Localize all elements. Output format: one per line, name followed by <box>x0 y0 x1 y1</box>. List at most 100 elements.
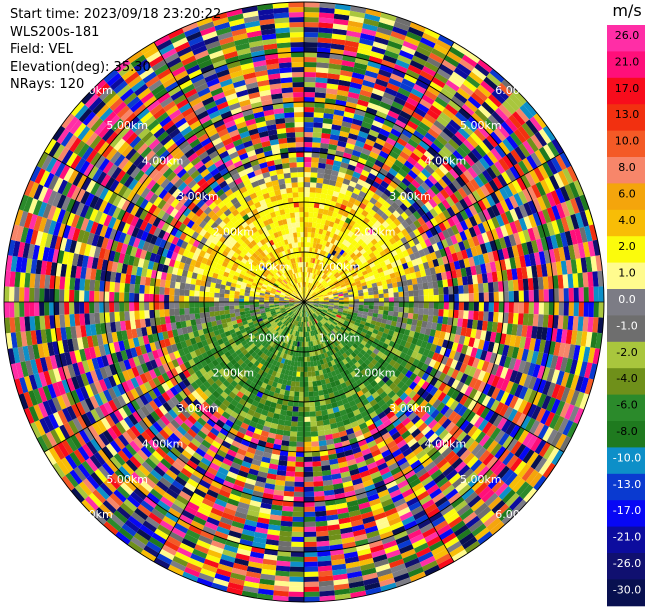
velocity-cell <box>406 97 419 108</box>
velocity-cell <box>345 168 355 176</box>
velocity-cell <box>384 159 394 168</box>
velocity-cell <box>417 171 428 182</box>
velocity-cell <box>363 18 380 27</box>
velocity-cell <box>313 122 323 128</box>
velocity-cell <box>311 278 315 284</box>
velocity-cell <box>315 223 321 229</box>
velocity-cell <box>327 210 334 217</box>
velocity-cell <box>356 178 366 187</box>
velocity-cell <box>326 258 332 265</box>
velocity-cell <box>424 61 439 73</box>
velocity-cell <box>389 150 400 160</box>
velocity-cell <box>333 186 342 193</box>
velocity-cell <box>310 283 314 289</box>
velocity-cell <box>374 188 384 197</box>
velocity-cell <box>324 269 330 275</box>
velocity-cell <box>318 260 323 266</box>
velocity-cell <box>330 174 338 182</box>
velocity-cell <box>406 156 418 166</box>
velocity-cell <box>451 71 466 84</box>
velocity-cell <box>327 265 333 271</box>
velocity-cell <box>328 242 334 249</box>
velocity-cell <box>326 189 334 196</box>
velocity-cell <box>444 55 460 68</box>
velocity-cell <box>310 257 314 263</box>
velocity-cell <box>335 235 342 242</box>
velocity-cell <box>304 177 311 183</box>
velocity-cell <box>393 159 404 169</box>
velocity-cell <box>332 263 338 269</box>
velocity-cell <box>338 192 346 200</box>
velocity-cell <box>374 220 382 228</box>
velocity-cell <box>352 187 361 196</box>
velocity-cell <box>313 274 317 280</box>
velocity-cell <box>318 265 323 271</box>
velocity-cell <box>325 230 331 237</box>
velocity-cell <box>306 292 309 298</box>
velocity-cell <box>447 138 460 150</box>
velocity-cell <box>423 113 437 124</box>
velocity-cell <box>308 207 314 213</box>
velocity-cell <box>350 154 360 162</box>
velocity-cell <box>314 274 318 280</box>
velocity-cell <box>322 123 333 130</box>
velocity-cell <box>338 230 344 237</box>
velocity-cell <box>326 270 331 276</box>
velocity-cell <box>477 59 493 73</box>
velocity-cell <box>384 87 398 97</box>
velocity-cell <box>307 282 311 288</box>
velocity-cell <box>309 197 315 203</box>
velocity-cell <box>306 272 309 278</box>
velocity-cell <box>309 289 314 295</box>
velocity-cell <box>359 152 370 161</box>
velocity-cell <box>338 79 351 87</box>
velocity-cell <box>404 186 414 196</box>
velocity-cell <box>331 211 338 218</box>
velocity-cell <box>322 261 327 268</box>
velocity-cell <box>347 20 364 29</box>
velocity-cell <box>322 240 328 246</box>
velocity-cell <box>480 80 495 94</box>
velocity-cell <box>427 128 440 139</box>
velocity-cell <box>376 208 385 217</box>
velocity-cell <box>306 293 311 299</box>
velocity-cell <box>304 182 311 188</box>
velocity-cell <box>369 168 379 177</box>
velocity-cell <box>354 57 369 66</box>
velocity-cell <box>377 184 387 193</box>
velocity-cell <box>350 176 359 184</box>
velocity-cell <box>329 267 335 273</box>
velocity-cell <box>442 127 455 139</box>
velocity-cell <box>373 83 387 92</box>
velocity-cell <box>403 160 415 170</box>
velocity-cell <box>318 12 335 19</box>
velocity-cell <box>404 35 420 47</box>
velocity-cell <box>338 255 345 262</box>
velocity-cell <box>390 128 402 138</box>
velocity-cell <box>340 215 348 222</box>
velocity-cell <box>365 160 375 169</box>
velocity-cell <box>339 237 345 244</box>
velocity-cell <box>304 162 312 168</box>
velocity-cell <box>403 101 417 112</box>
velocity-cell <box>304 152 312 158</box>
velocity-cell <box>332 222 339 229</box>
velocity-cell <box>311 162 319 168</box>
velocity-cell <box>317 233 323 240</box>
velocity-cell <box>344 253 350 260</box>
velocity-cell <box>383 119 395 129</box>
velocity-cell <box>330 261 336 267</box>
velocity-cell <box>312 217 318 223</box>
velocity-cell <box>365 213 374 221</box>
velocity-cell <box>375 137 386 147</box>
velocity-cell <box>304 57 317 63</box>
velocity-cell <box>448 75 463 88</box>
velocity-cell <box>310 278 313 284</box>
velocity-cell <box>326 215 332 222</box>
velocity-cell <box>421 117 434 129</box>
velocity-cell <box>319 198 326 205</box>
velocity-cell <box>322 274 328 280</box>
velocity-cell <box>337 84 350 92</box>
velocity-cell <box>362 116 374 125</box>
velocity-cell <box>324 251 329 258</box>
